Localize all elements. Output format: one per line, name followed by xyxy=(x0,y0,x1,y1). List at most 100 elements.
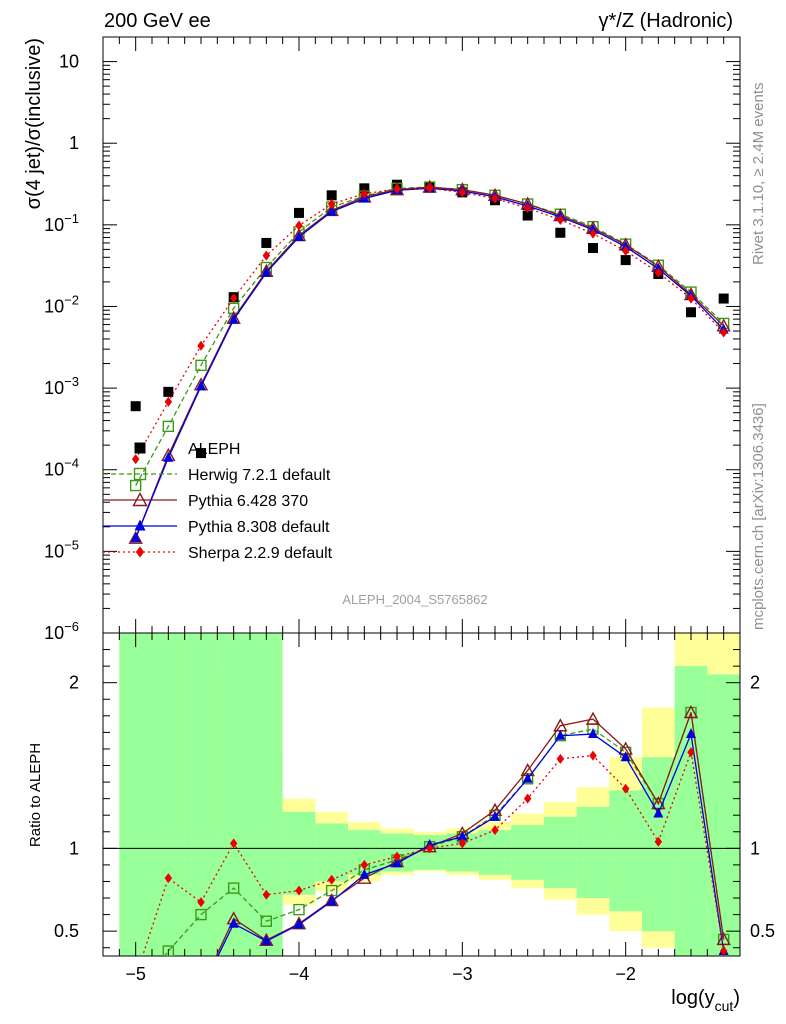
analysis-watermark: ALEPH_2004_S5765862 xyxy=(342,592,487,607)
ratio-point xyxy=(687,747,695,758)
ratio-point xyxy=(197,897,205,908)
main-y-tick-label: 1 xyxy=(69,133,79,153)
data-point xyxy=(589,228,597,239)
main-y-tick-label: 10−6 xyxy=(44,619,79,643)
ratio-point xyxy=(653,807,664,818)
ratio-point xyxy=(131,991,141,1001)
ratio-y-tick-label-left: 2 xyxy=(69,673,79,693)
ratio-point xyxy=(588,728,598,739)
ratio-series-line xyxy=(163,712,725,956)
data-point xyxy=(196,380,206,391)
legend-label: Herwig 7.2.1 default xyxy=(188,467,331,484)
ratio-point xyxy=(227,882,240,894)
ratio-point xyxy=(458,838,467,849)
ratio-point xyxy=(716,931,731,946)
legend: ALEPH Herwig 7.2.1 default Pythia 6.428 37… xyxy=(103,441,333,562)
ratio-point xyxy=(522,772,533,783)
ratio-point xyxy=(260,915,273,927)
header-right-label: γ*/Z (Hadronic) xyxy=(599,10,733,32)
ratio-point xyxy=(162,980,174,991)
axes-ticks: −5 −4 −3 −2 10−6 10−5 10−4 10−3 10−2 10−1 1 10 0.5 0.… xyxy=(44,36,775,984)
ratio-point xyxy=(291,916,307,930)
data-point xyxy=(393,183,401,194)
legend-marker xyxy=(135,546,145,558)
rivet-label: Rivet 3.1.10, ≥ 2.4M events xyxy=(750,83,767,266)
ratio-point xyxy=(196,985,206,995)
ratio-point xyxy=(162,945,175,956)
green-band-bin xyxy=(250,633,283,956)
data-point xyxy=(425,183,434,194)
ratio-point xyxy=(491,825,499,836)
data-point xyxy=(588,243,598,254)
ratio-point xyxy=(294,918,304,929)
data-point xyxy=(261,237,272,248)
series-line xyxy=(135,187,725,460)
x-tick-label: −2 xyxy=(615,964,636,984)
data-point xyxy=(458,187,467,198)
ratio-point xyxy=(654,836,663,847)
data-point xyxy=(620,240,631,251)
ratio-point xyxy=(393,851,401,862)
ratio-y-tick-label-right: 1 xyxy=(750,838,760,858)
data-point xyxy=(130,532,141,543)
green-band-bin xyxy=(282,811,316,895)
ratio-point xyxy=(295,885,303,896)
green-band-bin xyxy=(478,830,512,875)
data-point xyxy=(164,396,173,407)
ratio-point xyxy=(719,946,728,956)
ratio-plot-series xyxy=(130,705,731,1015)
main-plot-frame xyxy=(102,36,741,634)
green-band-bin xyxy=(609,790,642,912)
x-tick-label: −3 xyxy=(452,964,473,984)
main-y-tick-label: 10−3 xyxy=(44,374,79,398)
ratio-y-tick-label-left: 0.5 xyxy=(54,921,79,941)
data-point xyxy=(195,359,207,372)
mcplots-label: mcplots.cern.ch [arXiv:1306.3436] xyxy=(750,403,767,630)
ratio-point xyxy=(262,889,271,900)
main-y-axis-label: σ(4 jet)/σ(inclusive) xyxy=(23,38,45,209)
ratio-point xyxy=(392,857,402,868)
ratio-point xyxy=(683,705,699,719)
data-point xyxy=(326,190,337,201)
data-point xyxy=(687,293,695,304)
legend-label: Sherpa 2.2.9 default xyxy=(188,545,333,562)
legend-marker xyxy=(134,519,146,531)
ratio-point xyxy=(130,1004,142,1015)
ratio-point xyxy=(228,917,239,928)
green-band-bin xyxy=(511,825,544,880)
data-point xyxy=(163,451,174,462)
ratio-point xyxy=(359,868,370,879)
ratio-point xyxy=(324,893,339,907)
main-y-tick-label: 10−4 xyxy=(44,456,79,480)
ratio-point xyxy=(589,750,597,761)
ratio-point xyxy=(490,810,500,821)
series-line xyxy=(135,186,725,539)
ratio-y-tick-label-right: 2 xyxy=(750,673,760,693)
ratio-point xyxy=(555,729,566,740)
data-point xyxy=(360,188,369,199)
ratio-point xyxy=(164,873,173,884)
header-left-label: 200 GeV ee xyxy=(104,10,211,32)
data-point xyxy=(327,198,336,209)
data-point xyxy=(228,313,239,324)
ratio-y-tick-label-right: 0.5 xyxy=(750,921,775,941)
green-band-bin xyxy=(217,633,250,956)
ratio-point xyxy=(131,1004,141,1014)
green-band-bin xyxy=(544,816,577,889)
data-point xyxy=(555,227,566,238)
ratio-point xyxy=(326,895,337,906)
legend-label: Pythia 8.308 default xyxy=(188,519,330,536)
legend-marker xyxy=(134,442,146,454)
data-point xyxy=(295,220,303,231)
ratio-plot-frame xyxy=(102,632,741,957)
legend-marker xyxy=(132,492,148,507)
x-tick-label: −5 xyxy=(125,964,146,984)
main-y-tick-label: 10−2 xyxy=(44,292,79,316)
ratio-y-axis-label: Ratio to ALEPH xyxy=(27,743,44,847)
green-band-bin xyxy=(119,633,152,956)
green-band-bin xyxy=(152,633,185,956)
data-point xyxy=(131,454,140,465)
legend-label: Pythia 6.428 370 xyxy=(188,493,308,510)
data-point xyxy=(196,448,206,459)
